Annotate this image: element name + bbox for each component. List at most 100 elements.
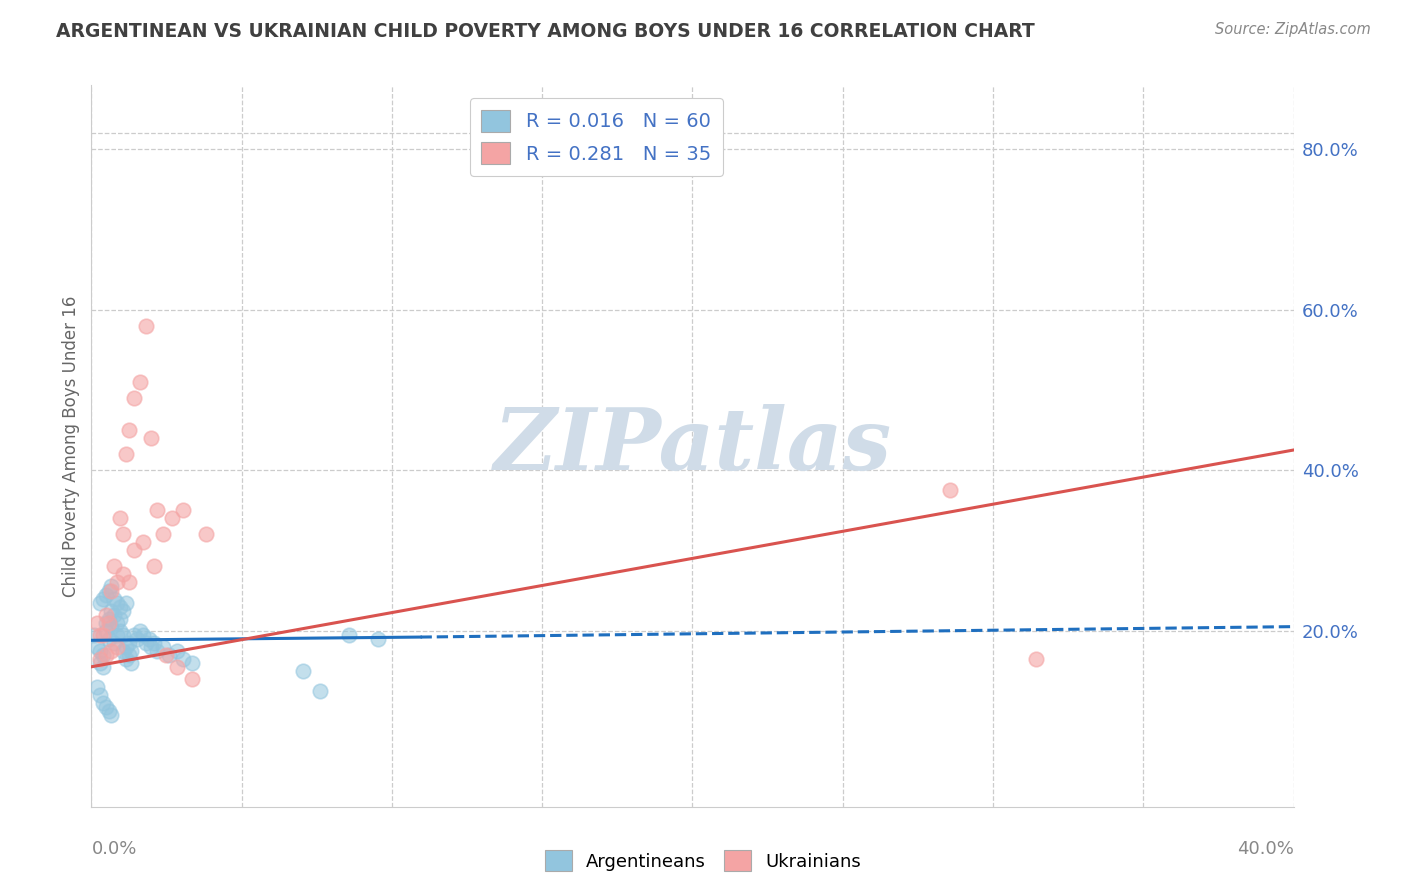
Point xyxy=(124,628,146,642)
Point xyxy=(100,580,122,594)
Point xyxy=(94,588,117,602)
Point xyxy=(166,660,188,674)
Point xyxy=(103,591,125,606)
Point xyxy=(103,607,125,622)
Point xyxy=(180,672,202,686)
Point xyxy=(100,620,122,634)
Point xyxy=(367,632,389,646)
Point xyxy=(114,447,136,461)
Point xyxy=(100,583,122,598)
Point xyxy=(111,567,134,582)
Point xyxy=(94,607,117,622)
Point xyxy=(89,596,111,610)
Point xyxy=(91,628,114,642)
Point xyxy=(180,656,202,670)
Text: 0.0%: 0.0% xyxy=(91,839,136,858)
Y-axis label: Child Poverty Among Boys Under 16: Child Poverty Among Boys Under 16 xyxy=(62,295,80,597)
Point xyxy=(89,644,111,658)
Point xyxy=(132,535,155,549)
Point xyxy=(89,688,111,702)
Point xyxy=(146,644,169,658)
Point xyxy=(103,635,125,649)
Point xyxy=(105,615,128,630)
Point xyxy=(194,527,217,541)
Point xyxy=(143,635,166,649)
Point xyxy=(172,651,194,665)
Point xyxy=(117,423,139,437)
Point xyxy=(105,575,128,590)
Point xyxy=(152,640,174,654)
Point xyxy=(135,635,157,649)
Point xyxy=(111,644,134,658)
Point xyxy=(103,559,125,574)
Point xyxy=(111,527,134,541)
Point xyxy=(89,651,111,665)
Point xyxy=(108,599,131,614)
Legend: R = 0.016   N = 60, R = 0.281   N = 35: R = 0.016 N = 60, R = 0.281 N = 35 xyxy=(470,98,723,176)
Point xyxy=(309,684,332,698)
Point xyxy=(127,632,149,646)
Point xyxy=(157,648,180,662)
Point xyxy=(141,431,163,445)
Text: ARGENTINEAN VS UKRAINIAN CHILD POVERTY AMONG BOYS UNDER 16 CORRELATION CHART: ARGENTINEAN VS UKRAINIAN CHILD POVERTY A… xyxy=(56,22,1035,41)
Text: Source: ZipAtlas.com: Source: ZipAtlas.com xyxy=(1215,22,1371,37)
Point xyxy=(146,503,169,517)
Point xyxy=(124,543,146,558)
Point xyxy=(94,699,117,714)
Point xyxy=(141,640,163,654)
Point xyxy=(337,628,360,642)
Point xyxy=(91,660,114,674)
Point xyxy=(166,644,188,658)
Point xyxy=(114,651,136,665)
Point xyxy=(111,628,134,642)
Point xyxy=(117,648,139,662)
Point xyxy=(939,483,962,498)
Point xyxy=(111,604,134,618)
Point xyxy=(172,503,194,517)
Point xyxy=(108,511,131,525)
Point xyxy=(97,612,120,626)
Point xyxy=(143,559,166,574)
Point xyxy=(155,648,177,662)
Point xyxy=(97,583,120,598)
Point xyxy=(100,708,122,723)
Point xyxy=(129,375,152,389)
Point xyxy=(129,624,152,638)
Point xyxy=(91,648,114,662)
Point xyxy=(138,632,160,646)
Point xyxy=(89,656,111,670)
Point xyxy=(105,640,128,654)
Point xyxy=(100,604,122,618)
Point xyxy=(100,644,122,658)
Point xyxy=(124,391,146,405)
Point xyxy=(105,596,128,610)
Point xyxy=(97,704,120,718)
Point xyxy=(1025,651,1047,665)
Point xyxy=(132,628,155,642)
Point xyxy=(97,615,120,630)
Point xyxy=(86,615,108,630)
Point xyxy=(94,615,117,630)
Point xyxy=(121,644,143,658)
Point xyxy=(114,640,136,654)
Point xyxy=(83,628,105,642)
Point xyxy=(89,628,111,642)
Point xyxy=(86,640,108,654)
Point xyxy=(91,696,114,710)
Point xyxy=(94,624,117,638)
Point xyxy=(108,612,131,626)
Point xyxy=(91,591,114,606)
Point xyxy=(121,656,143,670)
Point xyxy=(108,624,131,638)
Point xyxy=(152,527,174,541)
Point xyxy=(97,632,120,646)
Point xyxy=(117,575,139,590)
Point xyxy=(292,664,315,678)
Point xyxy=(105,628,128,642)
Text: ZIPatlas: ZIPatlas xyxy=(494,404,891,488)
Point xyxy=(135,318,157,333)
Point xyxy=(94,648,117,662)
Point xyxy=(114,596,136,610)
Legend: Argentineans, Ukrainians: Argentineans, Ukrainians xyxy=(537,843,869,879)
Text: 40.0%: 40.0% xyxy=(1237,839,1294,858)
